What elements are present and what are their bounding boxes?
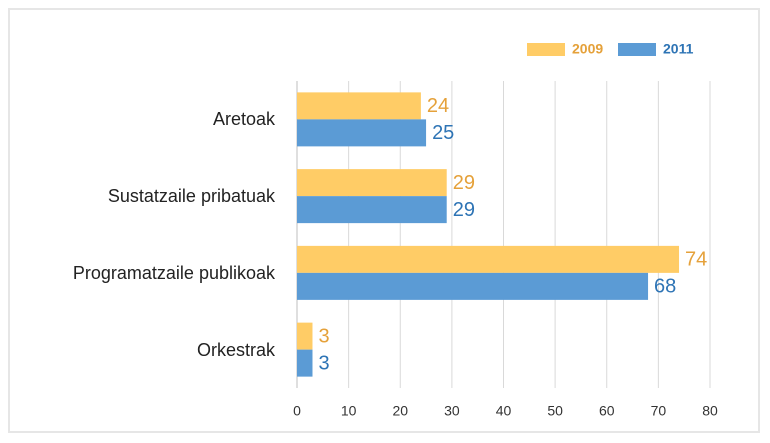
bar <box>297 245 680 273</box>
category-label: Programatzaile publikoak <box>72 262 275 283</box>
data-label: 29 <box>453 172 475 194</box>
x-tick-label: 40 <box>496 403 512 419</box>
data-label: 24 <box>427 95 449 117</box>
data-label: 68 <box>654 276 676 298</box>
legend-label: 2009 <box>572 41 603 57</box>
bar <box>297 169 447 197</box>
data-label: 25 <box>432 122 454 144</box>
x-tick-label: 80 <box>702 403 718 419</box>
x-tick-label: 70 <box>651 403 667 419</box>
bar <box>297 196 447 224</box>
bar <box>297 272 649 300</box>
x-tick-label: 0 <box>293 403 301 419</box>
bar <box>297 92 421 120</box>
category-label: Sustatzaile pribatuak <box>107 186 275 207</box>
bar <box>297 322 313 350</box>
legend-swatch <box>527 43 565 56</box>
x-tick-label: 10 <box>341 403 357 419</box>
bar <box>297 349 313 377</box>
x-tick-label: 20 <box>392 403 408 419</box>
x-tick-label: 60 <box>599 403 615 419</box>
category-label: Aretoak <box>212 109 275 130</box>
data-label: 74 <box>685 249 707 271</box>
data-label: 3 <box>318 352 329 374</box>
category-label: Orkestrak <box>196 339 275 360</box>
bar <box>297 119 427 147</box>
data-label: 3 <box>318 325 329 347</box>
x-tick-label: 30 <box>444 403 460 419</box>
legend-swatch <box>618 43 656 56</box>
data-label: 29 <box>453 199 475 221</box>
legend-label: 2011 <box>663 41 694 57</box>
x-tick-label: 50 <box>547 403 563 419</box>
chart-frame <box>8 8 760 433</box>
